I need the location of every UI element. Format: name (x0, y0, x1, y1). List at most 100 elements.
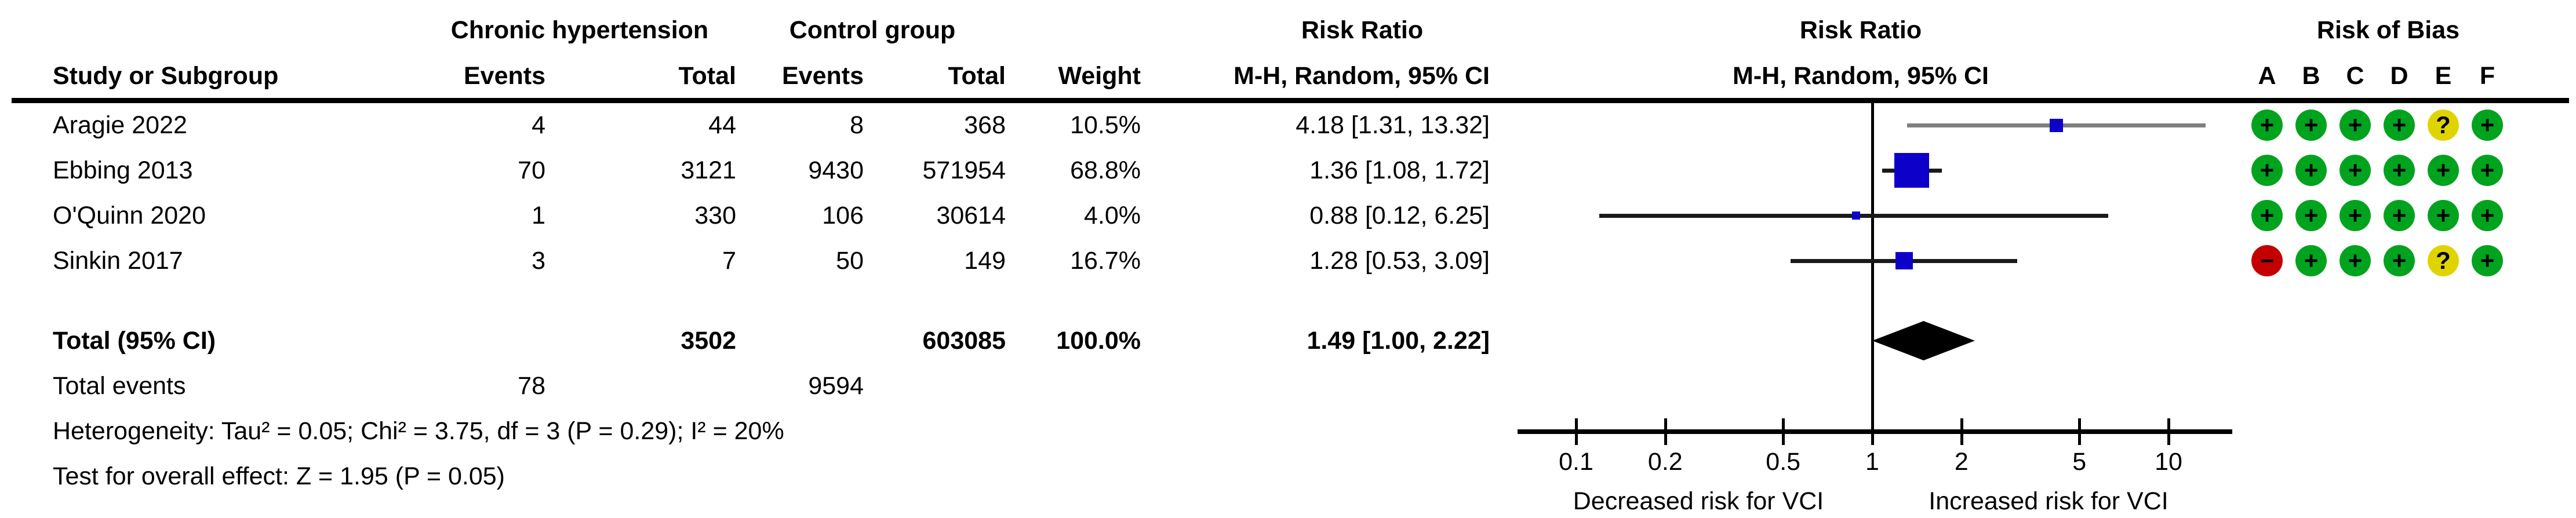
x-axis-line (1518, 429, 2232, 434)
events-ctrl-cell: 106 (822, 202, 864, 229)
total-ctrl-cell: 603085 (922, 327, 1006, 355)
plus-icon: + (2480, 156, 2495, 184)
heterogeneity-note: Heterogeneity: Tau² = 0.05; Chi² = 3.75,… (53, 417, 784, 445)
axis-tick-label: 0.2 (1647, 448, 1683, 476)
rob-circle: + (2384, 245, 2415, 276)
column-header-total-ctrl: Total (948, 62, 1006, 90)
plus-icon: + (2480, 111, 2495, 138)
events-exp-cell: 70 (518, 156, 545, 184)
plus-icon: + (2392, 247, 2407, 274)
minus-icon: − (2260, 247, 2275, 274)
rob-circle: + (2472, 155, 2503, 186)
overall-effect-note: Test for overall effect: Z = 1.95 (P = 0… (53, 462, 505, 490)
rob-letter-b: B (2302, 62, 2320, 90)
rob-letter-f: F (2479, 62, 2495, 90)
group-header-control-group: Control group (789, 16, 956, 44)
events-exp-cell: 1 (532, 202, 545, 229)
events-exp-cell: 4 (532, 111, 545, 139)
column-header-events-exp: Events (463, 62, 545, 90)
rob-circle: − (2251, 245, 2283, 276)
column-header-study: Study or Subgroup (53, 62, 279, 90)
events-ctrl-cell: 9430 (808, 156, 864, 184)
plus-icon: + (2392, 111, 2407, 138)
rr-ci-cell: 1.28 [0.53, 3.09] (1309, 247, 1490, 275)
total-exp-cell: 44 (708, 111, 736, 139)
plus-icon: + (2480, 202, 2495, 229)
header-rule (12, 98, 2569, 103)
rob-letter-d: D (2390, 62, 2408, 90)
total-ctrl-cell: 368 (964, 111, 1006, 139)
rob-circle: + (2472, 200, 2503, 231)
column-header-method-plot: M-H, Random, 95% CI (1733, 62, 1989, 90)
axis-tick-label: 5 (2072, 448, 2087, 476)
question-icon: ? (2436, 111, 2451, 138)
rob-circle: + (2472, 245, 2503, 276)
rob-letter-e: E (2435, 62, 2452, 90)
axis-tick-label: 0.5 (1766, 448, 1801, 476)
total-exp-cell: 330 (694, 202, 736, 229)
rob-letter-c: C (2346, 62, 2364, 90)
plus-icon: + (2304, 202, 2319, 229)
effect-square (1851, 211, 1860, 220)
column-header-method-text: M-H, Random, 95% CI (1234, 62, 1490, 90)
rr-ci-cell: 0.88 [0.12, 6.25] (1309, 202, 1490, 229)
rob-circle: + (2339, 200, 2371, 231)
total-events-ctrl-cell: 9594 (808, 372, 864, 400)
study-name: Sinkin 2017 (53, 247, 183, 275)
rr-ci-cell: 1.36 [1.08, 1.72] (1309, 156, 1490, 184)
rob-circle: + (2384, 200, 2415, 231)
plus-icon: + (2436, 202, 2451, 229)
axis-tick (1664, 418, 1667, 445)
rob-circle: + (2428, 200, 2459, 231)
plus-icon: + (2348, 247, 2363, 274)
plus-icon: + (2304, 156, 2319, 184)
rob-circle: + (2295, 245, 2327, 276)
axis-label-decreased-risk: Decreased risk for VCI (1573, 487, 1824, 515)
effect-square (2049, 118, 2063, 132)
total-rr-ci-cell: 1.49 [1.00, 2.22] (1307, 327, 1490, 355)
rob-circle: + (2339, 245, 2371, 276)
axis-tick (1960, 418, 1963, 445)
rob-circle: + (2295, 200, 2327, 231)
axis-tick (1871, 418, 1874, 445)
rob-circle: ? (2428, 245, 2459, 276)
column-header-events-ctrl: Events (781, 62, 864, 90)
question-icon: ? (2436, 247, 2451, 274)
rob-circle: + (2295, 110, 2327, 141)
events-exp-cell: 3 (532, 247, 545, 275)
rob-circle: + (2384, 110, 2415, 141)
rob-circle: + (2251, 110, 2283, 141)
plus-icon: + (2260, 156, 2275, 184)
effect-square (1894, 153, 1930, 188)
axis-tick (1782, 418, 1785, 445)
plus-icon: + (2392, 202, 2407, 229)
plus-icon: + (2260, 111, 2275, 138)
rob-circle: + (2384, 155, 2415, 186)
plus-icon: + (2348, 202, 2363, 229)
plus-icon: + (2304, 111, 2319, 138)
axis-tick-label: 0.1 (1559, 448, 1593, 476)
axis-tick-label: 2 (1954, 448, 1969, 476)
total-ctrl-cell: 30614 (936, 202, 1006, 229)
total-exp-cell: 7 (722, 247, 736, 275)
weight-cell: 16.7% (1070, 247, 1141, 275)
total-exp-cell: 3502 (681, 327, 736, 355)
summary-diamond (1872, 321, 1975, 360)
plus-icon: + (2304, 247, 2319, 274)
column-header-risk-of-bias: Risk of Bias (2316, 16, 2460, 44)
axis-tick-label: 10 (2155, 448, 2182, 476)
total-weight-cell: 100.0% (1056, 327, 1141, 355)
axis-tick (2078, 418, 2082, 445)
study-name: Aragie 2022 (53, 111, 187, 139)
total-events-exp-cell: 78 (518, 372, 545, 400)
axis-label-increased-risk: Increased risk for VCI (1929, 487, 2169, 515)
weight-cell: 68.8% (1070, 156, 1141, 184)
rob-letter-a: A (2258, 62, 2276, 90)
rob-circle: + (2339, 110, 2371, 141)
study-name: Ebbing 2013 (53, 156, 193, 184)
weight-cell: 10.5% (1070, 111, 1141, 139)
total-ctrl-cell: 149 (964, 247, 1006, 275)
column-header-total-exp: Total (678, 62, 736, 90)
total-events-label: Total events (53, 372, 186, 400)
